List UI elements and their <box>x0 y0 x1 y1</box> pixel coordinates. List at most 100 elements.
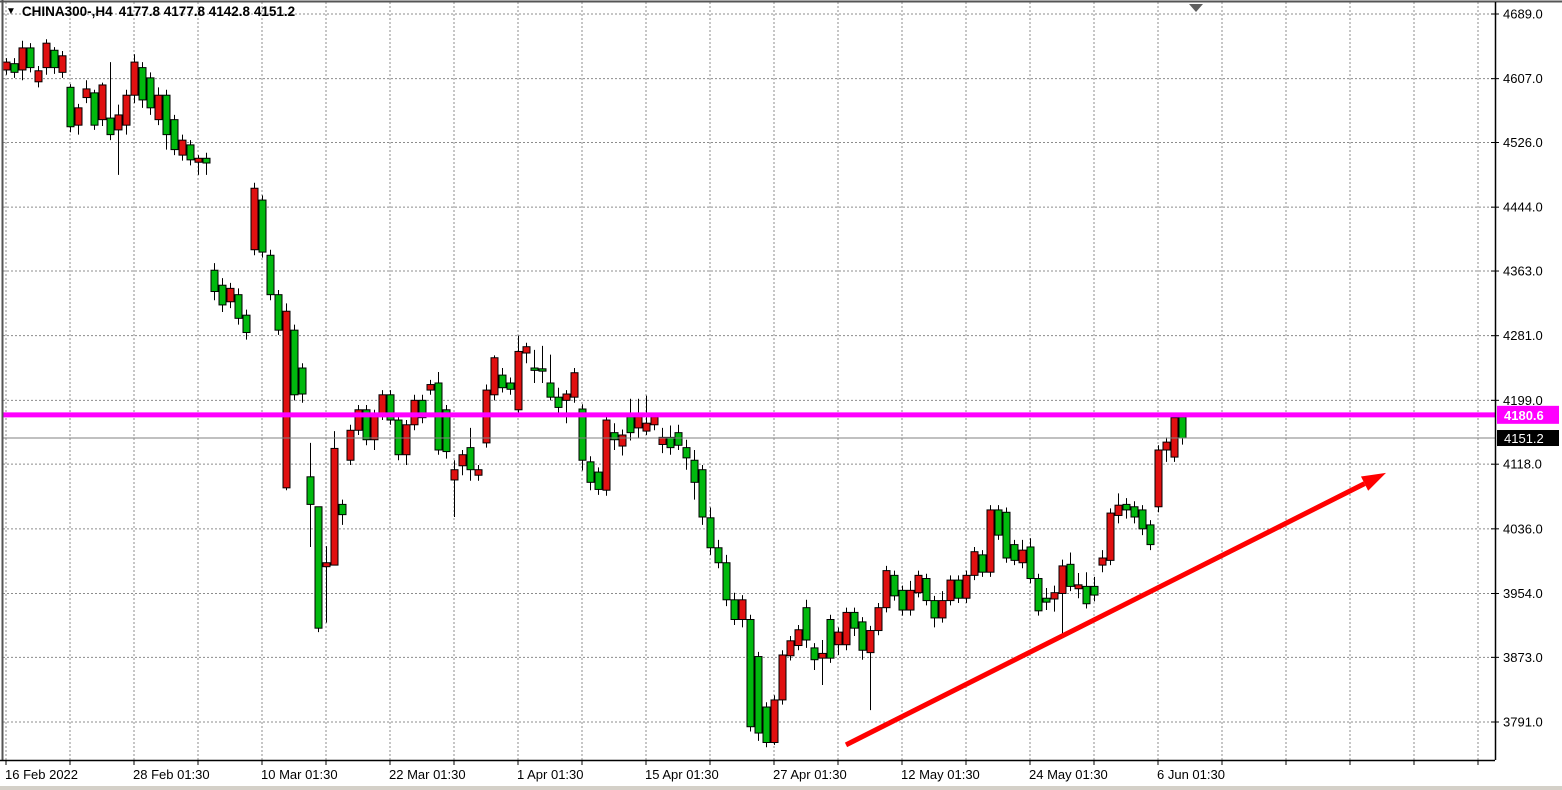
candle-body <box>58 55 67 73</box>
candle-body <box>850 611 859 629</box>
price-axis-label: 4444.0 <box>1503 200 1543 215</box>
time-axis-label: 27 Apr 01:30 <box>773 767 847 782</box>
candle-body <box>666 436 675 449</box>
chart-shift-marker-icon[interactable] <box>1189 4 1203 12</box>
candle-body <box>682 447 691 459</box>
price-axis-label: 4036.0 <box>1503 521 1543 536</box>
candle-body <box>1138 509 1147 530</box>
candle-body <box>402 424 411 456</box>
candle-body <box>250 187 259 251</box>
candle-body <box>810 647 819 661</box>
candle-body <box>170 119 179 151</box>
candle-body <box>210 269 219 293</box>
candle-body <box>50 49 59 69</box>
candle-body <box>522 346 531 354</box>
candle-body <box>466 447 475 471</box>
candle-body <box>330 447 339 566</box>
candle-body <box>570 372 579 398</box>
candle-body <box>378 394 387 416</box>
time-axis-label: 1 Apr 01:30 <box>517 767 584 782</box>
candle-body <box>898 589 907 611</box>
candle-body <box>194 157 203 163</box>
candle-body <box>626 416 635 434</box>
candle-body <box>874 607 883 632</box>
candle-body <box>82 88 91 99</box>
candle-body <box>274 294 283 331</box>
candle-body <box>146 77 155 109</box>
candle-body <box>34 70 43 83</box>
candle-body <box>418 399 427 419</box>
candle-body <box>714 547 723 564</box>
candle-body <box>98 84 107 121</box>
candle-body <box>186 144 195 161</box>
candle-body <box>26 47 35 69</box>
symbol-dropdown-icon[interactable]: ▼ <box>6 6 16 17</box>
candle-body <box>586 461 595 483</box>
candle-body <box>258 199 267 253</box>
candle-body <box>1018 549 1027 564</box>
candle-body <box>794 629 803 647</box>
candle-body <box>690 459 699 483</box>
candle-body <box>394 419 403 456</box>
candle-body <box>1042 597 1051 603</box>
candle-body <box>802 607 811 641</box>
candle-body <box>498 374 507 389</box>
candle-body <box>322 562 331 568</box>
candle-body <box>1154 449 1163 508</box>
candle-body <box>306 476 315 505</box>
candle-body <box>642 422 651 432</box>
candle-body <box>986 509 995 573</box>
candle-body <box>514 350 523 411</box>
candle-body <box>178 139 187 156</box>
bottom-window-strip <box>0 786 1562 790</box>
candle-body <box>426 384 435 391</box>
time-axis-label: 15 Apr 01:30 <box>645 767 719 782</box>
candle-body <box>202 157 211 164</box>
candle-body <box>1170 417 1179 458</box>
candle-body <box>954 579 963 599</box>
candle-body <box>554 396 563 408</box>
candle-body <box>506 382 515 390</box>
candle-body <box>730 599 739 621</box>
candle-body <box>282 310 291 489</box>
candle-body <box>10 63 19 73</box>
candle-body <box>1074 584 1083 590</box>
candle-body <box>450 469 459 481</box>
price-axis-label: 4526.0 <box>1503 135 1543 150</box>
trend-arrow-head[interactable] <box>1360 472 1386 491</box>
candle-body <box>1162 441 1171 451</box>
candle-body <box>1106 512 1115 561</box>
price-axis-label: 4199.0 <box>1503 393 1543 408</box>
candle-body <box>746 619 755 728</box>
candle-body <box>834 631 843 646</box>
candle-body <box>338 503 347 516</box>
candle-body <box>618 434 627 447</box>
time-axis-label: 16 Feb 2022 <box>5 767 78 782</box>
candle-body <box>882 570 891 609</box>
candle-body <box>1098 557 1107 566</box>
candle-body <box>1058 565 1067 594</box>
candle-body <box>610 432 619 441</box>
candle-body <box>234 294 243 319</box>
candle-body <box>1114 504 1123 516</box>
time-axis-label: 10 Mar 01:30 <box>261 767 338 782</box>
candle-body <box>698 469 707 518</box>
price-axis-label: 3873.0 <box>1503 650 1543 665</box>
candle-body <box>538 368 547 372</box>
trend-arrow-line[interactable] <box>844 481 1366 748</box>
candle-body <box>978 554 987 573</box>
candle-body <box>218 284 227 306</box>
candle-body <box>18 47 27 71</box>
candle-body <box>970 551 979 576</box>
candle-body <box>314 506 323 629</box>
candle-body <box>226 287 235 303</box>
candle-body <box>370 414 379 441</box>
candle-body <box>474 469 483 476</box>
candle-body <box>2 61 11 71</box>
candle-body <box>266 254 275 296</box>
candle-body <box>122 94 131 126</box>
candle-body <box>754 656 763 734</box>
candle-body <box>546 382 555 398</box>
